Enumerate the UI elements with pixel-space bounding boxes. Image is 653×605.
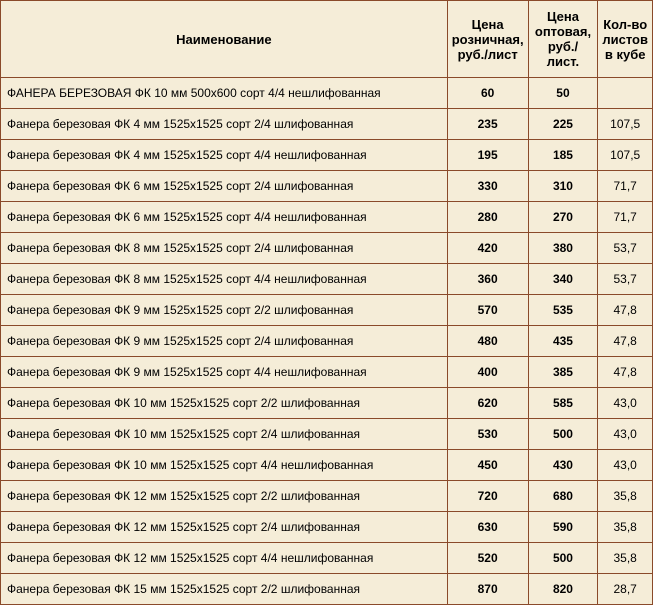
- cell-name: Фанера березовая ФК 9 мм 1525х1525 сорт …: [1, 326, 448, 357]
- cell-name: Фанера березовая ФК 12 мм 1525х1525 сорт…: [1, 481, 448, 512]
- cell-name: Фанера березовая ФК 15 мм 1525х1525 сорт…: [1, 574, 448, 605]
- table-row: Фанера березовая ФК 9 мм 1525х1525 сорт …: [1, 295, 653, 326]
- cell-count: 28,7: [598, 574, 653, 605]
- cell-name: Фанера березовая ФК 10 мм 1525х1525 сорт…: [1, 419, 448, 450]
- cell-wholesale: 340: [528, 264, 598, 295]
- table-row: Фанера березовая ФК 10 мм 1525х1525 сорт…: [1, 388, 653, 419]
- cell-retail: 530: [447, 419, 528, 450]
- cell-retail: 60: [447, 78, 528, 109]
- cell-retail: 400: [447, 357, 528, 388]
- cell-retail: 720: [447, 481, 528, 512]
- cell-count: 43,0: [598, 388, 653, 419]
- cell-wholesale: 225: [528, 109, 598, 140]
- table-row: Фанера березовая ФК 10 мм 1525х1525 сорт…: [1, 419, 653, 450]
- cell-wholesale: 310: [528, 171, 598, 202]
- cell-retail: 570: [447, 295, 528, 326]
- cell-count: 107,5: [598, 109, 653, 140]
- table-row: Фанера березовая ФК 4 мм 1525х1525 сорт …: [1, 109, 653, 140]
- header-name: Наименование: [1, 1, 448, 78]
- table-row: Фанера березовая ФК 6 мм 1525х1525 сорт …: [1, 202, 653, 233]
- table-body: ФАНЕРА БЕРЕЗОВАЯ ФК 10 мм 500х600 сорт 4…: [1, 78, 653, 605]
- table-row: Фанера березовая ФК 12 мм 1525х1525 сорт…: [1, 512, 653, 543]
- cell-retail: 330: [447, 171, 528, 202]
- cell-count: 47,8: [598, 326, 653, 357]
- cell-wholesale: 680: [528, 481, 598, 512]
- cell-wholesale: 185: [528, 140, 598, 171]
- cell-name: ФАНЕРА БЕРЕЗОВАЯ ФК 10 мм 500х600 сорт 4…: [1, 78, 448, 109]
- header-wholesale: Цена оптовая, руб./ лист.: [528, 1, 598, 78]
- header-retail: Цена розничная, руб./лист: [447, 1, 528, 78]
- table-row: Фанера березовая ФК 12 мм 1525х1525 сорт…: [1, 481, 653, 512]
- cell-name: Фанера березовая ФК 9 мм 1525х1525 сорт …: [1, 295, 448, 326]
- cell-name: Фанера березовая ФК 6 мм 1525х1525 сорт …: [1, 171, 448, 202]
- cell-count: 107,5: [598, 140, 653, 171]
- cell-name: Фанера березовая ФК 4 мм 1525х1525 сорт …: [1, 109, 448, 140]
- cell-wholesale: 435: [528, 326, 598, 357]
- table-row: Фанера березовая ФК 4 мм 1525х1525 сорт …: [1, 140, 653, 171]
- cell-retail: 280: [447, 202, 528, 233]
- cell-retail: 620: [447, 388, 528, 419]
- cell-retail: 480: [447, 326, 528, 357]
- cell-count: 71,7: [598, 171, 653, 202]
- cell-retail: 520: [447, 543, 528, 574]
- cell-count: 35,8: [598, 543, 653, 574]
- price-table: Наименование Цена розничная, руб./лист Ц…: [0, 0, 653, 605]
- cell-wholesale: 270: [528, 202, 598, 233]
- table-row: Фанера березовая ФК 9 мм 1525х1525 сорт …: [1, 326, 653, 357]
- cell-wholesale: 50: [528, 78, 598, 109]
- cell-name: Фанера березовая ФК 12 мм 1525х1525 сорт…: [1, 543, 448, 574]
- cell-wholesale: 500: [528, 419, 598, 450]
- cell-retail: 195: [447, 140, 528, 171]
- table-row: Фанера березовая ФК 8 мм 1525х1525 сорт …: [1, 264, 653, 295]
- table-row: Фанера березовая ФК 12 мм 1525х1525 сорт…: [1, 543, 653, 574]
- table-row: Фанера березовая ФК 15 мм 1525х1525 сорт…: [1, 574, 653, 605]
- cell-retail: 870: [447, 574, 528, 605]
- table-row: Фанера березовая ФК 8 мм 1525х1525 сорт …: [1, 233, 653, 264]
- cell-name: Фанера березовая ФК 4 мм 1525х1525 сорт …: [1, 140, 448, 171]
- cell-retail: 630: [447, 512, 528, 543]
- cell-wholesale: 500: [528, 543, 598, 574]
- cell-retail: 450: [447, 450, 528, 481]
- cell-count: 71,7: [598, 202, 653, 233]
- cell-count: 47,8: [598, 295, 653, 326]
- cell-count: [598, 78, 653, 109]
- cell-name: Фанера березовая ФК 6 мм 1525х1525 сорт …: [1, 202, 448, 233]
- table-row: Фанера березовая ФК 9 мм 1525х1525 сорт …: [1, 357, 653, 388]
- header-row: Наименование Цена розничная, руб./лист Ц…: [1, 1, 653, 78]
- cell-count: 35,8: [598, 512, 653, 543]
- cell-count: 35,8: [598, 481, 653, 512]
- cell-count: 53,7: [598, 264, 653, 295]
- cell-retail: 360: [447, 264, 528, 295]
- cell-wholesale: 585: [528, 388, 598, 419]
- cell-name: Фанера березовая ФК 12 мм 1525х1525 сорт…: [1, 512, 448, 543]
- cell-name: Фанера березовая ФК 8 мм 1525х1525 сорт …: [1, 264, 448, 295]
- header-count: Кол-во листов в кубе: [598, 1, 653, 78]
- table-row: ФАНЕРА БЕРЕЗОВАЯ ФК 10 мм 500х600 сорт 4…: [1, 78, 653, 109]
- cell-wholesale: 385: [528, 357, 598, 388]
- cell-wholesale: 820: [528, 574, 598, 605]
- cell-name: Фанера березовая ФК 10 мм 1525х1525 сорт…: [1, 450, 448, 481]
- cell-name: Фанера березовая ФК 8 мм 1525х1525 сорт …: [1, 233, 448, 264]
- cell-retail: 235: [447, 109, 528, 140]
- cell-wholesale: 430: [528, 450, 598, 481]
- table-row: Фанера березовая ФК 6 мм 1525х1525 сорт …: [1, 171, 653, 202]
- cell-name: Фанера березовая ФК 10 мм 1525х1525 сорт…: [1, 388, 448, 419]
- cell-count: 43,0: [598, 450, 653, 481]
- cell-count: 53,7: [598, 233, 653, 264]
- cell-retail: 420: [447, 233, 528, 264]
- cell-name: Фанера березовая ФК 9 мм 1525х1525 сорт …: [1, 357, 448, 388]
- table-row: Фанера березовая ФК 10 мм 1525х1525 сорт…: [1, 450, 653, 481]
- cell-wholesale: 590: [528, 512, 598, 543]
- cell-count: 47,8: [598, 357, 653, 388]
- cell-count: 43,0: [598, 419, 653, 450]
- cell-wholesale: 535: [528, 295, 598, 326]
- cell-wholesale: 380: [528, 233, 598, 264]
